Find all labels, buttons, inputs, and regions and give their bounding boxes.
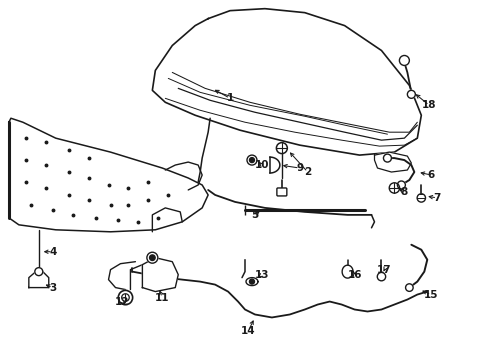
Circle shape (383, 154, 390, 162)
Polygon shape (9, 118, 208, 232)
Polygon shape (152, 9, 421, 155)
Circle shape (399, 55, 408, 66)
Text: 16: 16 (346, 270, 361, 280)
Circle shape (149, 255, 155, 261)
Text: 8: 8 (400, 187, 407, 197)
Text: 1: 1 (226, 93, 233, 103)
Circle shape (249, 158, 254, 163)
Text: 5: 5 (251, 210, 258, 220)
Text: 18: 18 (421, 100, 436, 110)
Circle shape (146, 252, 158, 263)
Text: 14: 14 (240, 327, 255, 336)
Polygon shape (29, 272, 49, 288)
Circle shape (35, 268, 42, 276)
Text: 10: 10 (254, 160, 268, 170)
Circle shape (122, 294, 129, 301)
Text: 7: 7 (433, 193, 440, 203)
Text: 9: 9 (296, 163, 303, 173)
Circle shape (416, 194, 425, 202)
Text: 6: 6 (427, 170, 434, 180)
Text: 3: 3 (49, 283, 56, 293)
Circle shape (246, 155, 256, 165)
Circle shape (276, 143, 287, 154)
Circle shape (388, 183, 399, 193)
Circle shape (249, 279, 254, 284)
Text: 11: 11 (155, 293, 169, 302)
Circle shape (397, 181, 405, 189)
Polygon shape (142, 258, 178, 292)
Text: 12: 12 (115, 297, 129, 306)
FancyBboxPatch shape (276, 188, 286, 196)
Text: 2: 2 (304, 167, 311, 177)
Text: 13: 13 (254, 270, 268, 280)
Text: 4: 4 (49, 247, 56, 257)
Polygon shape (374, 152, 410, 172)
Circle shape (118, 291, 132, 305)
Circle shape (407, 90, 414, 98)
Circle shape (405, 284, 412, 291)
Text: 17: 17 (376, 265, 391, 275)
Text: 15: 15 (423, 289, 438, 300)
Circle shape (377, 273, 385, 281)
